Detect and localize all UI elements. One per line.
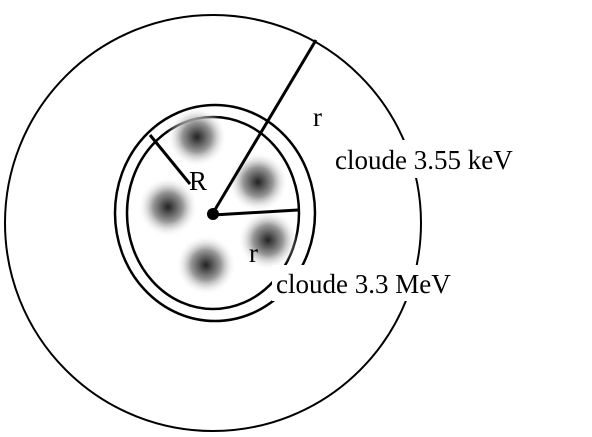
label-bg	[272, 265, 530, 301]
outer-cloud	[4, 14, 422, 432]
outer-radius-label: r	[313, 102, 322, 132]
inner-cloud-label: cloude 3.3 MeV	[276, 269, 451, 299]
core-radius-label: R	[189, 166, 207, 196]
inner-cloud	[113, 103, 317, 323]
center	[207, 208, 219, 220]
outer-cloud-label: cloude 3.55 keV	[335, 145, 513, 175]
core-blobs	[138, 107, 298, 295]
label-bg	[328, 140, 590, 178]
inner-radius-label: r	[249, 238, 258, 268]
radius-lines	[148, 39, 318, 217]
